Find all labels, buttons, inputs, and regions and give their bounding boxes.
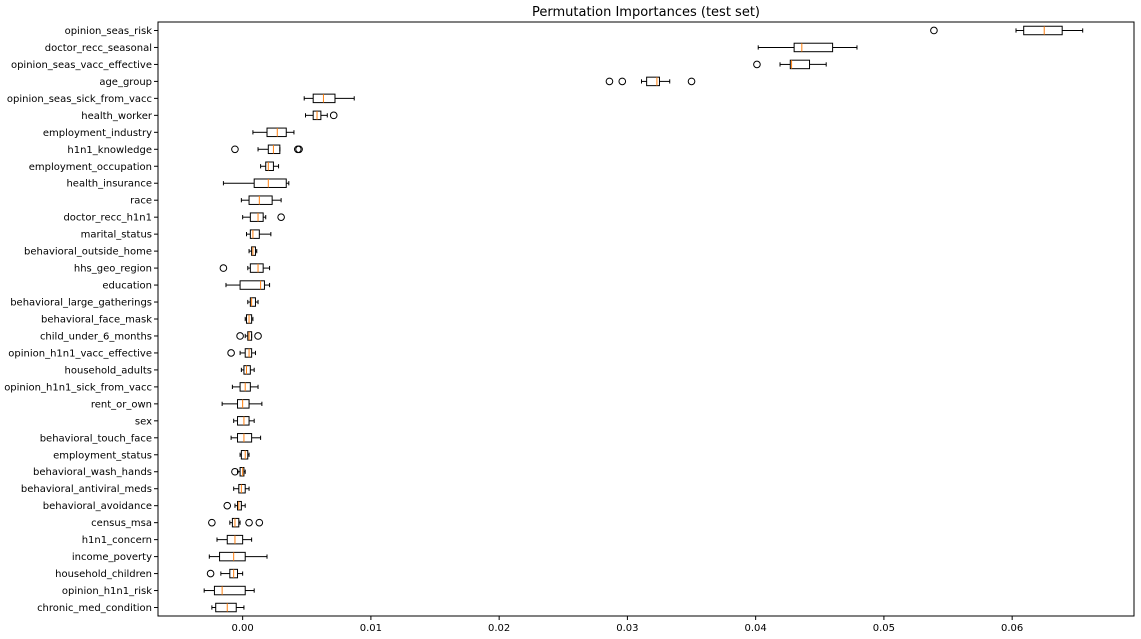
- y-tick-label: household_adults: [65, 365, 152, 376]
- y-tick-label: rent_or_own: [91, 399, 152, 410]
- y-tick-label: marital_status: [81, 230, 152, 241]
- box-iqr: [312, 93, 336, 104]
- box-iqr: [215, 602, 237, 613]
- y-tick-label: age_group: [99, 77, 152, 88]
- box-iqr: [213, 585, 246, 596]
- y-tick-label: behavioral_wash_hands: [33, 467, 152, 478]
- y-tick-label: opinion_h1n1_sick_from_vacc: [4, 382, 152, 393]
- box-iqr: [247, 331, 253, 341]
- y-tick-label: opinion_h1n1_risk: [62, 586, 152, 597]
- y-tick-label: behavioral_antiviral_meds: [21, 484, 152, 495]
- y-tick-label: chronic_med_condition: [37, 603, 152, 614]
- box-iqr: [237, 433, 253, 443]
- y-tick-label: race: [130, 196, 152, 207]
- flier-point: [227, 349, 235, 357]
- box-iqr: [237, 399, 250, 409]
- box-iqr: [239, 280, 265, 290]
- y-tick-label: household_children: [55, 569, 152, 580]
- flier-point: [231, 467, 239, 476]
- y-tick-label: education: [102, 281, 152, 292]
- box-iqr: [244, 348, 253, 358]
- box-iqr: [253, 178, 287, 188]
- flier-point: [206, 569, 215, 578]
- box-iqr: [249, 297, 256, 307]
- x-tick-label: 0.02: [488, 623, 510, 634]
- flier-point: [245, 518, 253, 527]
- y-tick-label: sex: [135, 416, 152, 427]
- box-iqr: [243, 365, 251, 375]
- flier-point: [277, 213, 285, 221]
- y-tick-label: behavioral_face_mask: [41, 315, 152, 326]
- y-tick-label: income_poverty: [72, 552, 152, 563]
- y-tick-label: opinion_seas_risk: [65, 26, 153, 37]
- y-tick-label: health_worker: [81, 111, 153, 122]
- y-tick-label: opinion_h1n1_vacc_effective: [8, 348, 152, 359]
- y-tick-label: behavioral_avoidance: [43, 501, 152, 512]
- box-iqr: [237, 500, 242, 511]
- axes-frame: [157, 21, 1135, 617]
- box-iqr: [239, 467, 245, 477]
- flier-point: [223, 501, 232, 510]
- y-tick-label: opinion_seas_sick_from_vacc: [7, 94, 152, 105]
- y-tick-label: behavioral_large_gatherings: [10, 298, 152, 309]
- y-tick-label: doctor_recc_h1n1: [63, 213, 152, 224]
- box-iqr: [249, 229, 260, 239]
- x-tick-label: 0.01: [360, 623, 382, 634]
- box-iqr: [231, 517, 240, 528]
- flier-point: [236, 332, 244, 340]
- flier-point: [219, 264, 228, 272]
- box-iqr: [267, 144, 281, 155]
- y-tick-label: employment_industry: [43, 128, 152, 139]
- box-iqr: [793, 42, 834, 53]
- y-tick-label: h1n1_knowledge: [67, 145, 152, 156]
- y-tick-label: opinion_seas_vacc_effective: [11, 60, 152, 71]
- flier-point: [687, 77, 696, 86]
- box-iqr: [251, 246, 256, 256]
- box-iqr: [249, 263, 264, 273]
- flier-point: [329, 111, 338, 120]
- y-tick-label: behavioral_touch_face: [40, 433, 152, 444]
- box-iqr: [238, 483, 246, 494]
- y-tick-label: employment_status: [53, 450, 152, 461]
- y-tick-label: census_msa: [91, 518, 152, 529]
- y-tick-label: doctor_recc_seasonal: [45, 43, 152, 54]
- flier-point: [255, 518, 264, 527]
- y-tick-label: child_under_6_months: [40, 331, 152, 342]
- x-tick-label: 0.05: [873, 623, 895, 634]
- y-tick-label: health_insurance: [66, 179, 152, 190]
- flier-point: [254, 332, 262, 340]
- flier-point: [930, 26, 938, 35]
- box-iqr: [1023, 25, 1063, 36]
- box-iqr: [219, 551, 246, 562]
- flier-point: [753, 60, 761, 69]
- plot-area: 0.00 0.01 0.02 0.03 0.04 0.05 0.06 opinion_seas…: [4, 21, 1135, 634]
- flier-point: [605, 77, 614, 86]
- box-iqr: [646, 76, 660, 87]
- flier-point: [295, 145, 303, 154]
- y-tick-label: employment_occupation: [29, 162, 152, 173]
- y-tick-label: h1n1_concern: [82, 535, 152, 546]
- box-iqr: [249, 212, 264, 222]
- box-iqr: [248, 195, 273, 205]
- x-tick-label: 0.00: [232, 623, 254, 634]
- flier-point: [208, 518, 216, 527]
- box-iqr: [789, 59, 811, 70]
- box-iqr: [266, 127, 287, 138]
- y-tick-label: hhs_geo_region: [74, 264, 152, 275]
- chart-title: Permutation Importances (test set): [532, 5, 760, 20]
- x-tick-label: 0.04: [745, 623, 767, 634]
- y-tick-label: behavioral_outside_home: [24, 247, 152, 258]
- flier-point: [618, 77, 627, 86]
- box-iqr: [237, 416, 250, 426]
- box-iqr: [265, 161, 274, 171]
- flier-point: [231, 145, 239, 154]
- box-iqr: [240, 450, 249, 460]
- x-tick-label: 0.06: [1001, 623, 1023, 634]
- x-tick-label: 0.03: [616, 623, 638, 634]
